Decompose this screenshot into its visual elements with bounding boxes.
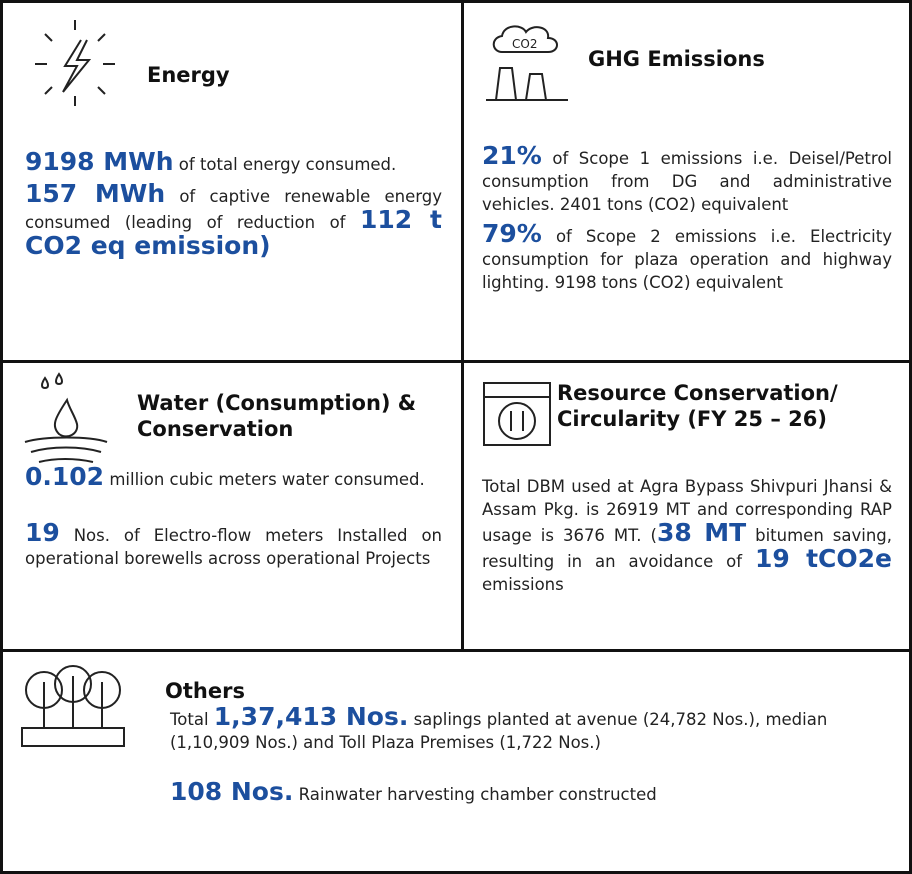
text: bitumen saving, resulting in an avoidanc… bbox=[482, 526, 892, 571]
highlight: 108 Nos. bbox=[170, 777, 294, 806]
text: saplings planted at avenue (24,782 Nos.)… bbox=[170, 710, 828, 752]
divider bbox=[0, 649, 912, 652]
highlight: 112 t CO2 eq emission) bbox=[25, 205, 442, 260]
resource-icon bbox=[483, 382, 551, 446]
text: of total energy consumed. bbox=[173, 155, 397, 174]
paragraph: 9198 MWh of total energy consumed. bbox=[25, 147, 442, 176]
text: Total bbox=[170, 710, 214, 729]
highlight: 1,37,413 Nos. bbox=[213, 702, 409, 731]
highlight: 9198 MWh bbox=[25, 147, 174, 176]
highlight: 19 bbox=[25, 518, 60, 547]
section-title: Water (Consumption) & Conservation bbox=[137, 391, 417, 441]
text: emissions bbox=[482, 575, 564, 594]
section-body: 9198 MWh of total energy consumed. 157 MW… bbox=[25, 147, 443, 266]
highlight: 79% bbox=[482, 219, 542, 248]
section-body: 0.102 million cubic meters water consume… bbox=[25, 462, 442, 576]
section-title: Resource Conservation/ Circularity (FY 2… bbox=[557, 381, 838, 431]
divider bbox=[461, 0, 464, 651]
water-icon bbox=[24, 372, 108, 463]
highlight: 21% bbox=[482, 141, 542, 170]
section-title: Others bbox=[165, 679, 245, 703]
highlight: 19 tCO2e bbox=[754, 544, 892, 573]
text: Total DBM used at Agra Bypass Shivpuri J… bbox=[482, 477, 892, 545]
highlight: 0.102 bbox=[25, 462, 105, 491]
text: of Scope 2 emissions i.e. Electricity co… bbox=[482, 227, 892, 292]
text: of Scope 1 emissions i.e. Deisel/Petrol … bbox=[482, 149, 892, 214]
energy-icon bbox=[35, 20, 115, 106]
section-body: Total 1,37,413 Nos. saplings planted at … bbox=[170, 702, 870, 812]
paragraph: 19 Nos. of Electro-flow meters Installed… bbox=[25, 518, 442, 570]
divider bbox=[0, 360, 912, 363]
highlight: 157 MWh bbox=[25, 179, 166, 208]
text: million cubic meters water consumed. bbox=[104, 470, 425, 489]
text: of captive renewable energy consumed (le… bbox=[25, 187, 443, 232]
section-body: 21% of Scope 1 emissions i.e. Deisel/Pet… bbox=[482, 141, 892, 300]
section-title: GHG Emissions bbox=[588, 47, 765, 71]
text: Nos. of Electro-flow meters Installed on… bbox=[25, 526, 442, 568]
section-title: Energy bbox=[147, 63, 230, 87]
highlight: 38 MT bbox=[656, 518, 747, 547]
paragraph: 0.102 million cubic meters water consume… bbox=[25, 462, 442, 491]
paragraph: Total DBM used at Agra Bypass Shivpuri J… bbox=[482, 475, 892, 596]
paragraph: Total 1,37,413 Nos. saplings planted at … bbox=[170, 702, 870, 754]
paragraph: 157 MWh of captive renewable energy cons… bbox=[25, 179, 443, 260]
paragraph: 21% of Scope 1 emissions i.e. Deisel/Pet… bbox=[482, 141, 892, 216]
others-icon bbox=[21, 665, 125, 747]
ghg-icon: CO2 bbox=[486, 25, 568, 101]
section-body: Total DBM used at Agra Bypass Shivpuri J… bbox=[482, 475, 892, 602]
paragraph: 108 Nos. Rainwater harvesting chamber co… bbox=[170, 777, 870, 806]
text: Rainwater harvesting chamber constructed bbox=[293, 785, 657, 804]
paragraph: 79% of Scope 2 emissions i.e. Electricit… bbox=[482, 219, 892, 294]
icon-label: CO2 bbox=[512, 37, 537, 51]
